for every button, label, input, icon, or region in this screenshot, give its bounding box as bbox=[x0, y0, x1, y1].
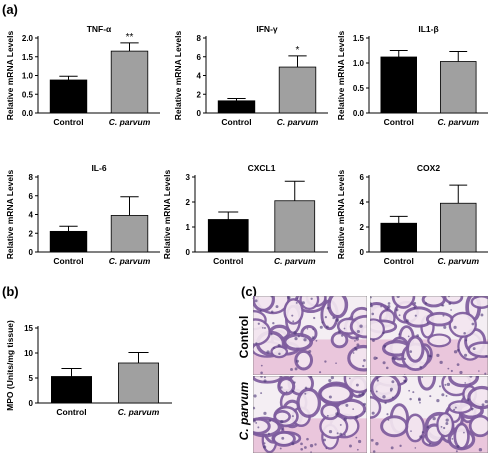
chart-title: IL1-β bbox=[418, 24, 438, 34]
chart-1: 0 2 4 6 8 Relative mRNA Levels IFN-γ Control * C.… bbox=[173, 24, 328, 127]
chart-2: 0.0 0.5 1.0 1.5 Relative mRNA Levels IL1-β Con… bbox=[336, 24, 488, 127]
histology-image-c-parvum-2 bbox=[370, 376, 488, 453]
bar-control bbox=[49, 79, 88, 114]
chart-title: IL-6 bbox=[91, 163, 106, 173]
y-tick-label: 0 bbox=[29, 248, 34, 257]
bar-charts: 0.0 0.5 1.0 1.5 2.0 Relative mRNA Levels TNF-α… bbox=[5, 24, 488, 417]
category-label: C. parvum bbox=[109, 117, 151, 127]
bar-control bbox=[380, 56, 417, 114]
y-tick-label: 2 bbox=[186, 198, 191, 207]
panel-label-a: (a) bbox=[2, 2, 18, 17]
y-tick-label: 0 bbox=[197, 109, 202, 118]
bar-c-parvum bbox=[110, 215, 149, 253]
bar-c-parvum bbox=[118, 362, 160, 404]
y-tick-label: 1.5 bbox=[353, 34, 365, 43]
y-tick-label: 1 bbox=[186, 223, 191, 232]
category-label: Control bbox=[53, 256, 83, 266]
chart-0: 0.0 0.5 1.0 1.5 2.0 Relative mRNA Levels TNF-α… bbox=[5, 24, 160, 127]
y-tick-label: 1.5 bbox=[22, 53, 34, 62]
y-axis-label: Relative mRNA Levels bbox=[162, 170, 172, 260]
y-tick-label: 0.5 bbox=[353, 84, 365, 93]
y-axis-label: Relative mRNA Levels bbox=[5, 170, 15, 260]
histology-panel: Control C. parvum bbox=[237, 296, 488, 453]
y-tick-label: 1.0 bbox=[353, 59, 365, 68]
y-tick-label: 2 bbox=[29, 229, 34, 238]
category-label: C. parvum bbox=[437, 256, 479, 266]
y-axis-label: Relative mRNA Levels bbox=[336, 170, 346, 260]
y-tick-label: 4 bbox=[360, 198, 365, 207]
chart-3: 0 2 4 6 8 Relative mRNA Levels IL-6 Control C. p… bbox=[5, 163, 160, 266]
bar-control bbox=[380, 222, 417, 253]
bar-control bbox=[207, 219, 249, 253]
y-tick-label: 2 bbox=[197, 90, 202, 99]
category-label: Control bbox=[56, 407, 86, 417]
y-tick-label: 15 bbox=[24, 324, 33, 333]
category-label: C. parvum bbox=[109, 256, 151, 266]
panel-label-c: (c) bbox=[241, 284, 257, 299]
row-label-control: Control bbox=[237, 316, 251, 359]
category-label: C. parvum bbox=[277, 117, 319, 127]
y-tick-label: 3 bbox=[186, 173, 191, 182]
category-label: C. parvum bbox=[118, 407, 160, 417]
chart-5: 0 2 4 6 Relative mRNA Levels COX2 Control C. pa… bbox=[336, 163, 488, 266]
row-label-c-parvum: C. parvum bbox=[237, 381, 251, 440]
y-axis-label: Relative mRNA Levels bbox=[336, 31, 346, 121]
y-tick-label: 5 bbox=[29, 374, 34, 383]
category-label: Control bbox=[213, 256, 243, 266]
y-tick-label: 0 bbox=[29, 399, 34, 408]
chart-4: 0 1 2 3 Relative mRNA Levels CXCL1 Control C. p… bbox=[162, 163, 328, 266]
bar-control bbox=[217, 100, 256, 114]
histology-image-c-parvum-1 bbox=[253, 376, 367, 453]
y-tick-label: 1.0 bbox=[22, 72, 34, 81]
bar-c-parvum bbox=[278, 66, 317, 114]
y-tick-label: 2.0 bbox=[22, 34, 34, 43]
y-tick-label: 6 bbox=[197, 53, 202, 62]
y-tick-label: 2 bbox=[360, 223, 365, 232]
bar-c-parvum bbox=[110, 50, 149, 114]
category-label: C. parvum bbox=[274, 256, 316, 266]
y-axis-label: MPO (Units/mg tissue) bbox=[5, 320, 15, 411]
panel-label-b: (b) bbox=[2, 284, 19, 299]
histology-image-control-2 bbox=[370, 296, 488, 375]
y-tick-label: 10 bbox=[24, 349, 33, 358]
significance-marker: * bbox=[296, 45, 300, 56]
chart-title: IFN-γ bbox=[256, 24, 278, 34]
histology-image-control-1 bbox=[253, 296, 367, 375]
category-label: Control bbox=[384, 256, 414, 266]
y-tick-label: 6 bbox=[29, 192, 34, 201]
y-tick-label: 8 bbox=[29, 173, 34, 182]
y-tick-label: 4 bbox=[197, 72, 202, 81]
category-label: Control bbox=[53, 117, 83, 127]
y-tick-label: 0 bbox=[186, 248, 191, 257]
y-tick-label: 6 bbox=[360, 173, 365, 182]
bar-c-parvum bbox=[439, 61, 477, 114]
category-label: Control bbox=[384, 117, 414, 127]
y-tick-label: 0 bbox=[360, 248, 365, 257]
bar-c-parvum bbox=[439, 202, 477, 253]
y-axis-label: Relative mRNA Levels bbox=[173, 31, 183, 121]
bar-control bbox=[51, 376, 93, 404]
y-tick-label: 8 bbox=[197, 34, 202, 43]
y-axis-label: Relative mRNA Levels bbox=[5, 31, 15, 121]
chart-6: 0 5 10 15 MPO (Units/mg tissue) Control C. par… bbox=[5, 320, 172, 417]
y-tick-label: 0.0 bbox=[353, 109, 365, 118]
bar-c-parvum bbox=[274, 200, 316, 253]
chart-title: CXCL1 bbox=[248, 163, 276, 173]
category-label: C. parvum bbox=[437, 117, 479, 127]
category-label: Control bbox=[221, 117, 251, 127]
chart-title: TNF-α bbox=[87, 24, 112, 34]
bar-control bbox=[49, 230, 88, 253]
y-tick-label: 0.5 bbox=[22, 90, 34, 99]
y-tick-label: 4 bbox=[29, 211, 34, 220]
y-tick-label: 0.0 bbox=[22, 109, 34, 118]
chart-title: COX2 bbox=[417, 163, 440, 173]
significance-marker: ** bbox=[126, 32, 134, 43]
